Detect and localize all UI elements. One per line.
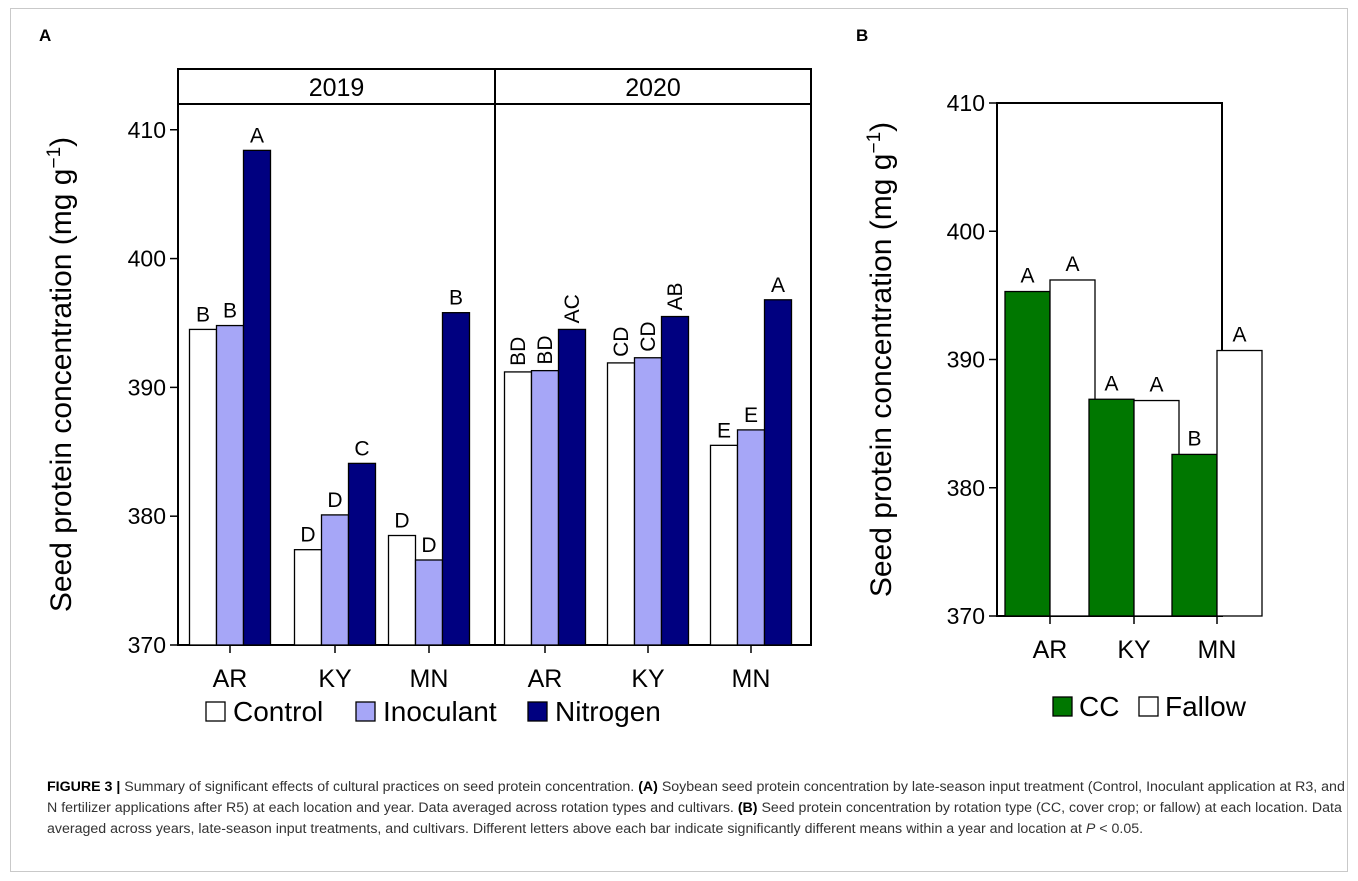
bar-MN-cc (1171, 453, 1218, 617)
significance-letter: B (449, 287, 463, 310)
bar-2019-MN-nitrogen (441, 312, 471, 646)
caption-panel-a-tag: (A) (638, 779, 658, 795)
significance-letter: E (717, 419, 731, 442)
significance-letter: B (1187, 427, 1201, 450)
significance-letter: A (250, 124, 264, 147)
x-tick-label-2020-KY: KY (631, 665, 665, 693)
x-tick-label-KY: KY (1117, 636, 1151, 664)
figure-chart: A 2019 2020 370 380 390 400 410 Seed protein con… (39, 26, 1263, 727)
plot-frame-a (177, 103, 812, 646)
y-tick-label-b: 390 (947, 347, 985, 373)
significance-letter: A (1020, 265, 1034, 288)
x-tick-label-2019-AR: AR (213, 665, 248, 693)
bar-AR-fallow (1049, 279, 1096, 617)
bar-2020-AR-control (503, 371, 533, 646)
bar-2019-KY-inoculant (320, 514, 350, 646)
legend-swatch-cc (1052, 696, 1073, 717)
significance-letter: AB (664, 283, 687, 311)
bar-2019-MN-control (387, 534, 417, 646)
bar-2020-MN-inoculant (736, 429, 766, 646)
y-tick-label-a: 380 (128, 503, 166, 529)
figure-frame: A 2019 2020 370 380 390 400 410 Seed protein con… (10, 8, 1348, 872)
legend-label-control: Control (233, 696, 323, 727)
caption-panel-b-tag: (B) (737, 800, 758, 816)
x-tick-label-2019-KY: KY (318, 665, 352, 693)
y-axis-title-b: Seed protein concentration (mg g−1) (864, 122, 898, 597)
x-tick-label-2020-MN: MN (732, 665, 771, 693)
y-axis-title-a: Seed protein concentration (mg g−1) (44, 137, 78, 612)
bar-2020-MN-nitrogen (763, 299, 793, 646)
caption-text-3: Seed protein concentration by rotation t… (47, 800, 1342, 837)
bar-2020-AR-nitrogen (557, 328, 587, 646)
x-tick-label-AR: AR (1033, 636, 1068, 664)
caption-p-symbol: P (1085, 821, 1096, 837)
y-tick-label-b: 400 (947, 218, 985, 244)
significance-letter: E (744, 404, 758, 427)
x-tick-label-2020-AR: AR (528, 665, 563, 693)
bar-2019-AR-nitrogen (242, 149, 272, 646)
significance-letter: D (421, 534, 436, 557)
bar-2019-MN-inoculant (414, 559, 444, 646)
significance-letter: A (1149, 374, 1163, 397)
legend-label-cc: CC (1079, 691, 1119, 722)
panel-a-letter: A (39, 26, 51, 45)
significance-letter: CD (637, 321, 660, 351)
facet-label-2019: 2019 (309, 74, 365, 102)
caption-text-1: Summary of significant effects of cultur… (120, 779, 639, 795)
significance-letter: A (1104, 372, 1118, 395)
caption-text-2: Soybean seed protein concentration by la… (47, 779, 1345, 816)
significance-letter: B (196, 303, 210, 326)
legend-label-fallow: Fallow (1165, 691, 1247, 722)
y-tick-label-a: 390 (128, 374, 166, 400)
bar-2020-AR-inoculant (530, 369, 560, 646)
y-tick-label-b: 380 (947, 475, 985, 501)
panel-b-letter: B (856, 26, 868, 45)
caption-label: FIGURE 3 | (47, 779, 121, 795)
bar-MN-fallow (1216, 349, 1263, 617)
legend-label-inoculant: Inoculant (383, 696, 497, 727)
y-tick-label-a: 370 (128, 632, 166, 658)
caption-text-4: < 0.05. (1095, 821, 1144, 837)
y-tick-label-b: 370 (947, 603, 985, 629)
bar-KY-cc (1088, 398, 1135, 617)
bar-2020-KY-inoculant (633, 357, 663, 646)
bar-2019-KY-nitrogen (347, 462, 377, 646)
significance-letter: D (300, 524, 315, 547)
significance-letter: C (354, 437, 369, 460)
bar-2019-KY-control (293, 549, 323, 646)
legend-swatch-fallow (1138, 696, 1159, 717)
bar-2020-KY-control (606, 362, 636, 646)
bar-2019-AR-control (188, 328, 218, 646)
facet-label-2020: 2020 (625, 74, 681, 102)
significance-letter: AC (561, 294, 584, 323)
bar-AR-cc (1004, 290, 1051, 617)
y-tick-label-a: 410 (128, 117, 166, 143)
legend-label-nitrogen: Nitrogen (555, 696, 661, 727)
y-tick-label-b: 410 (947, 90, 985, 116)
y-tick-label-a: 400 (128, 246, 166, 272)
significance-letter: A (1065, 253, 1079, 276)
significance-letter: BD (534, 335, 557, 364)
significance-letter: A (771, 274, 785, 297)
significance-letter: D (394, 510, 409, 533)
significance-letter: CD (610, 327, 633, 357)
figure-caption: FIGURE 3 | Summary of significant effect… (47, 777, 1347, 840)
significance-letter: B (223, 300, 237, 323)
significance-letter: BD (507, 337, 530, 366)
legend-swatch-nitrogen (527, 701, 548, 722)
bar-2020-MN-control (709, 444, 739, 646)
x-tick-label-2019-MN: MN (410, 665, 449, 693)
bar-2019-AR-inoculant (215, 324, 245, 646)
significance-letter: D (327, 489, 342, 512)
bar-2020-KY-nitrogen (660, 315, 690, 646)
legend-swatch-control (205, 701, 226, 722)
significance-letter: A (1232, 324, 1246, 347)
legend-swatch-inoculant (355, 701, 376, 722)
x-tick-label-MN: MN (1198, 636, 1237, 664)
